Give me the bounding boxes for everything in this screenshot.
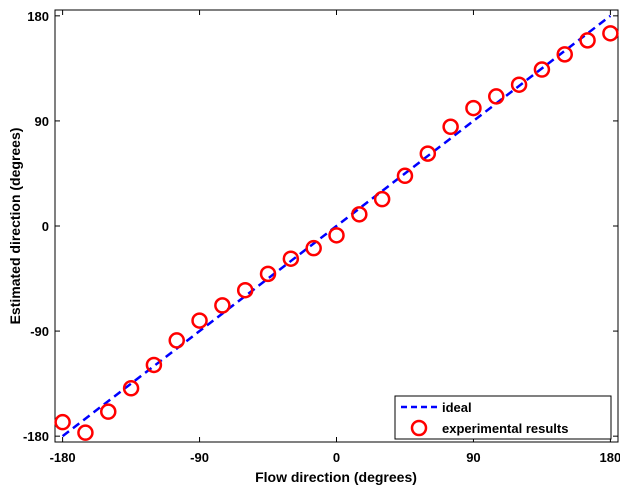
- y-tick-label: -90: [30, 324, 49, 339]
- experimental-point: [465, 99, 482, 117]
- y-tick-label: 90: [35, 114, 49, 129]
- y-tick-label: 180: [27, 9, 49, 24]
- experimental-point: [305, 239, 322, 257]
- experimental-point: [214, 297, 231, 314]
- experimental-point: [579, 32, 596, 49]
- experimental-point: [396, 167, 414, 185]
- experimental-point: [488, 88, 505, 105]
- axis-tick-labels: -180 -90 0 90 180 -180 -90 0 90 180: [23, 9, 620, 465]
- x-tick-label: -90: [190, 450, 209, 465]
- legend-experimental-marker: [410, 419, 428, 437]
- experimental-point: [236, 281, 254, 299]
- x-tick-label: 90: [466, 450, 480, 465]
- experimental-point: [122, 380, 140, 397]
- y-tick-label: -180: [23, 429, 49, 444]
- experimental-point: [259, 265, 277, 283]
- experimental-point: [533, 61, 551, 78]
- experimental-point: [100, 403, 117, 420]
- experimental-point: [442, 118, 459, 136]
- experimental-point: [77, 424, 94, 441]
- legend-ideal-label: ideal: [442, 400, 472, 415]
- legend-box: [394, 395, 612, 440]
- legend-experimental-label: experimental results: [442, 421, 568, 436]
- experimental-point: [168, 332, 185, 349]
- experimental-point: [373, 190, 391, 208]
- y-axis-title: Estimated direction (degrees): [7, 128, 23, 325]
- experimental-point: [145, 356, 163, 374]
- legend: ideal experimental results: [394, 395, 612, 440]
- x-tick-label: 0: [333, 450, 340, 465]
- experimental-point: [328, 227, 345, 244]
- series-layer: [54, 14, 619, 441]
- experimental-point: [602, 25, 619, 42]
- ideal-line: [61, 14, 612, 438]
- experimental-point: [556, 46, 573, 63]
- x-tick-label: 180: [600, 450, 620, 465]
- x-axis-title: Flow direction (degrees): [255, 469, 417, 485]
- experimental-point: [351, 206, 368, 223]
- experimental-point: [419, 145, 437, 162]
- x-tick-label: -180: [50, 450, 76, 465]
- experimental-point: [54, 413, 71, 431]
- y-tick-label: 0: [42, 219, 49, 234]
- experimental-point: [282, 250, 300, 267]
- experimental-point: [191, 312, 208, 329]
- experimental-point: [510, 76, 528, 93]
